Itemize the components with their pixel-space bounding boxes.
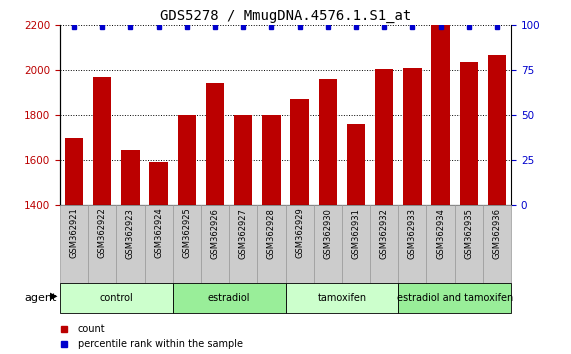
Bar [286,205,313,283]
Bar [206,84,224,205]
Text: estradiol and tamoxifen: estradiol and tamoxifen [396,293,513,303]
Bar [403,68,421,205]
Text: GSM362933: GSM362933 [408,208,417,259]
Bar [150,162,168,205]
Bar [313,205,342,283]
Text: GSM362922: GSM362922 [98,208,107,258]
Bar [60,283,173,313]
Bar [455,205,483,283]
Bar [286,283,399,313]
Text: GSM362932: GSM362932 [380,208,389,258]
Bar [432,25,450,205]
Bar [291,99,309,205]
Bar [201,205,229,283]
Bar [116,205,144,283]
Bar [375,69,393,205]
Text: GSM362923: GSM362923 [126,208,135,258]
Text: GSM362929: GSM362929 [295,208,304,258]
Text: GSM362928: GSM362928 [267,208,276,258]
Text: tamoxifen: tamoxifen [317,293,367,303]
Bar [427,205,455,283]
Bar [144,205,173,283]
Bar [483,205,511,283]
Text: GDS5278 / MmugDNA.4576.1.S1_at: GDS5278 / MmugDNA.4576.1.S1_at [160,9,411,23]
Bar [399,205,427,283]
Bar [399,283,511,313]
Text: estradiol: estradiol [208,293,250,303]
Bar [93,77,111,205]
Bar [347,124,365,205]
Text: GSM362926: GSM362926 [211,208,219,258]
Bar [262,115,280,205]
Text: GSM362927: GSM362927 [239,208,248,258]
Bar [178,115,196,205]
Text: ▶: ▶ [50,291,57,301]
Bar [258,205,286,283]
Bar [319,79,337,205]
Bar [121,150,139,205]
Text: count: count [78,324,106,334]
Bar [173,283,286,313]
Bar [460,62,478,205]
Text: agent: agent [25,293,57,303]
Bar [229,205,258,283]
Text: percentile rank within the sample: percentile rank within the sample [78,339,243,349]
Bar [488,55,506,205]
Bar [370,205,399,283]
Text: GSM362931: GSM362931 [352,208,360,258]
Text: GSM362936: GSM362936 [492,208,501,259]
Text: GSM362921: GSM362921 [70,208,79,258]
Text: control: control [99,293,133,303]
Text: GSM362935: GSM362935 [464,208,473,258]
Text: GSM362924: GSM362924 [154,208,163,258]
Text: GSM362934: GSM362934 [436,208,445,258]
Bar [234,115,252,205]
Bar [173,205,201,283]
Bar [65,138,83,205]
Text: GSM362925: GSM362925 [182,208,191,258]
Bar [88,205,116,283]
Bar [60,205,88,283]
Text: GSM362930: GSM362930 [323,208,332,258]
Bar [342,205,370,283]
